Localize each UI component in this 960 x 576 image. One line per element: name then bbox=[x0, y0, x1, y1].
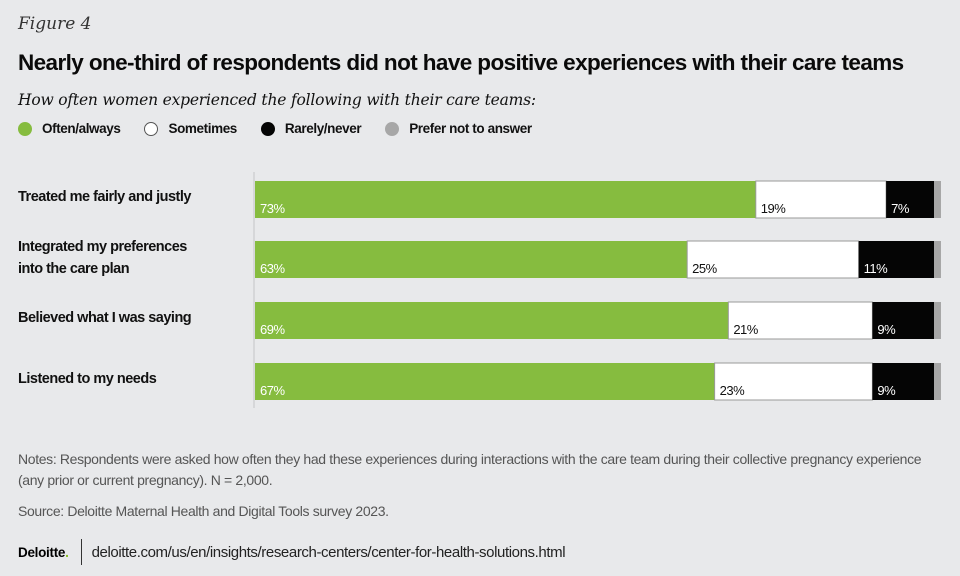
category-label: Believed what I was saying bbox=[18, 307, 238, 329]
bar-segment-often-always bbox=[255, 241, 688, 278]
category-label-line: Believed what I was saying bbox=[18, 310, 192, 326]
data-label: 19% bbox=[761, 201, 786, 216]
deloitte-logo: Deloitte. bbox=[18, 545, 69, 560]
category-label: Listened to my needs bbox=[18, 368, 238, 390]
category-label-line: into the care plan bbox=[18, 261, 130, 277]
bar-segment-sometimes bbox=[686, 240, 860, 279]
bar-segment-rarely-never bbox=[872, 363, 935, 400]
legend-item-rarely-never: Rarely/never bbox=[260, 121, 362, 136]
data-label: 25% bbox=[692, 261, 717, 276]
data-label: 73% bbox=[260, 201, 285, 216]
data-label: 69% bbox=[260, 322, 285, 337]
bar-segment-prefer-not-to-answer bbox=[934, 302, 941, 339]
figure-label: Figure 4 bbox=[18, 14, 92, 34]
data-label: 63% bbox=[260, 261, 285, 276]
data-label: 9% bbox=[877, 383, 896, 398]
notes: Notes: Respondents were asked how often … bbox=[18, 451, 922, 488]
legend-label: Sometimes bbox=[168, 121, 237, 136]
data-label: 21% bbox=[733, 322, 758, 337]
bar-segment-rarely-never bbox=[858, 241, 935, 278]
bar-segment-prefer-not-to-answer bbox=[934, 181, 941, 218]
bar-segment-often-always bbox=[255, 363, 715, 400]
bar-segment-prefer-not-to-answer bbox=[934, 363, 941, 400]
brand-name: Deloitte bbox=[18, 544, 66, 560]
brand-dot: . bbox=[65, 544, 69, 560]
footer-divider bbox=[80, 539, 82, 565]
legend-swatch-sometimes bbox=[144, 121, 159, 136]
legend-swatch-often-always bbox=[18, 121, 32, 136]
bar-segment-often-always bbox=[255, 302, 729, 339]
source: Source: Deloitte Maternal Health and Dig… bbox=[18, 503, 389, 519]
data-label: 9% bbox=[877, 322, 896, 337]
legend-swatch-prefer-not bbox=[385, 121, 400, 136]
category-label-line: Integrated my preferences bbox=[18, 239, 187, 255]
category-label-line: Listened to my needs bbox=[18, 371, 157, 387]
legend-item-prefer-not: Prefer not to answer bbox=[385, 121, 532, 136]
bar-segment-prefer-not-to-answer bbox=[934, 241, 941, 278]
legend: Often/always Sometimes Rarely/never Pref… bbox=[18, 121, 556, 136]
chart-title: Nearly one-third of respondents did not … bbox=[18, 50, 904, 75]
legend-swatch-rarely-never bbox=[260, 121, 275, 136]
data-label: 7% bbox=[891, 201, 910, 216]
footer: Deloitte. deloitte.com/us/en/insights/re… bbox=[18, 539, 566, 565]
legend-label: Rarely/never bbox=[284, 121, 362, 136]
bar-segment-sometimes bbox=[755, 180, 887, 219]
legend-label: Prefer not to answer bbox=[409, 121, 532, 136]
category-label: Treated me fairly and justly bbox=[18, 186, 238, 208]
legend-item-often-always: Often/always bbox=[18, 121, 121, 136]
bar-segment-sometimes bbox=[727, 301, 873, 340]
data-label: 11% bbox=[864, 261, 888, 276]
chart-subtitle: How often women experienced the followin… bbox=[18, 91, 536, 109]
bar-segment-rarely-never bbox=[872, 302, 935, 339]
legend-item-sometimes: Sometimes bbox=[144, 121, 237, 136]
bar-segment-often-always bbox=[255, 181, 756, 218]
data-label: 67% bbox=[260, 383, 285, 398]
data-label: 23% bbox=[720, 383, 745, 398]
bar-segment-rarely-never bbox=[886, 181, 935, 218]
category-label: Integrated my preferences into the care p… bbox=[18, 236, 238, 280]
footer-url-link[interactable]: deloitte.com/us/en/insights/research-cen… bbox=[91, 543, 566, 561]
legend-label: Often/always bbox=[42, 121, 121, 136]
bar-segment-sometimes bbox=[714, 362, 873, 401]
category-label-line: Treated me fairly and justly bbox=[18, 189, 191, 205]
